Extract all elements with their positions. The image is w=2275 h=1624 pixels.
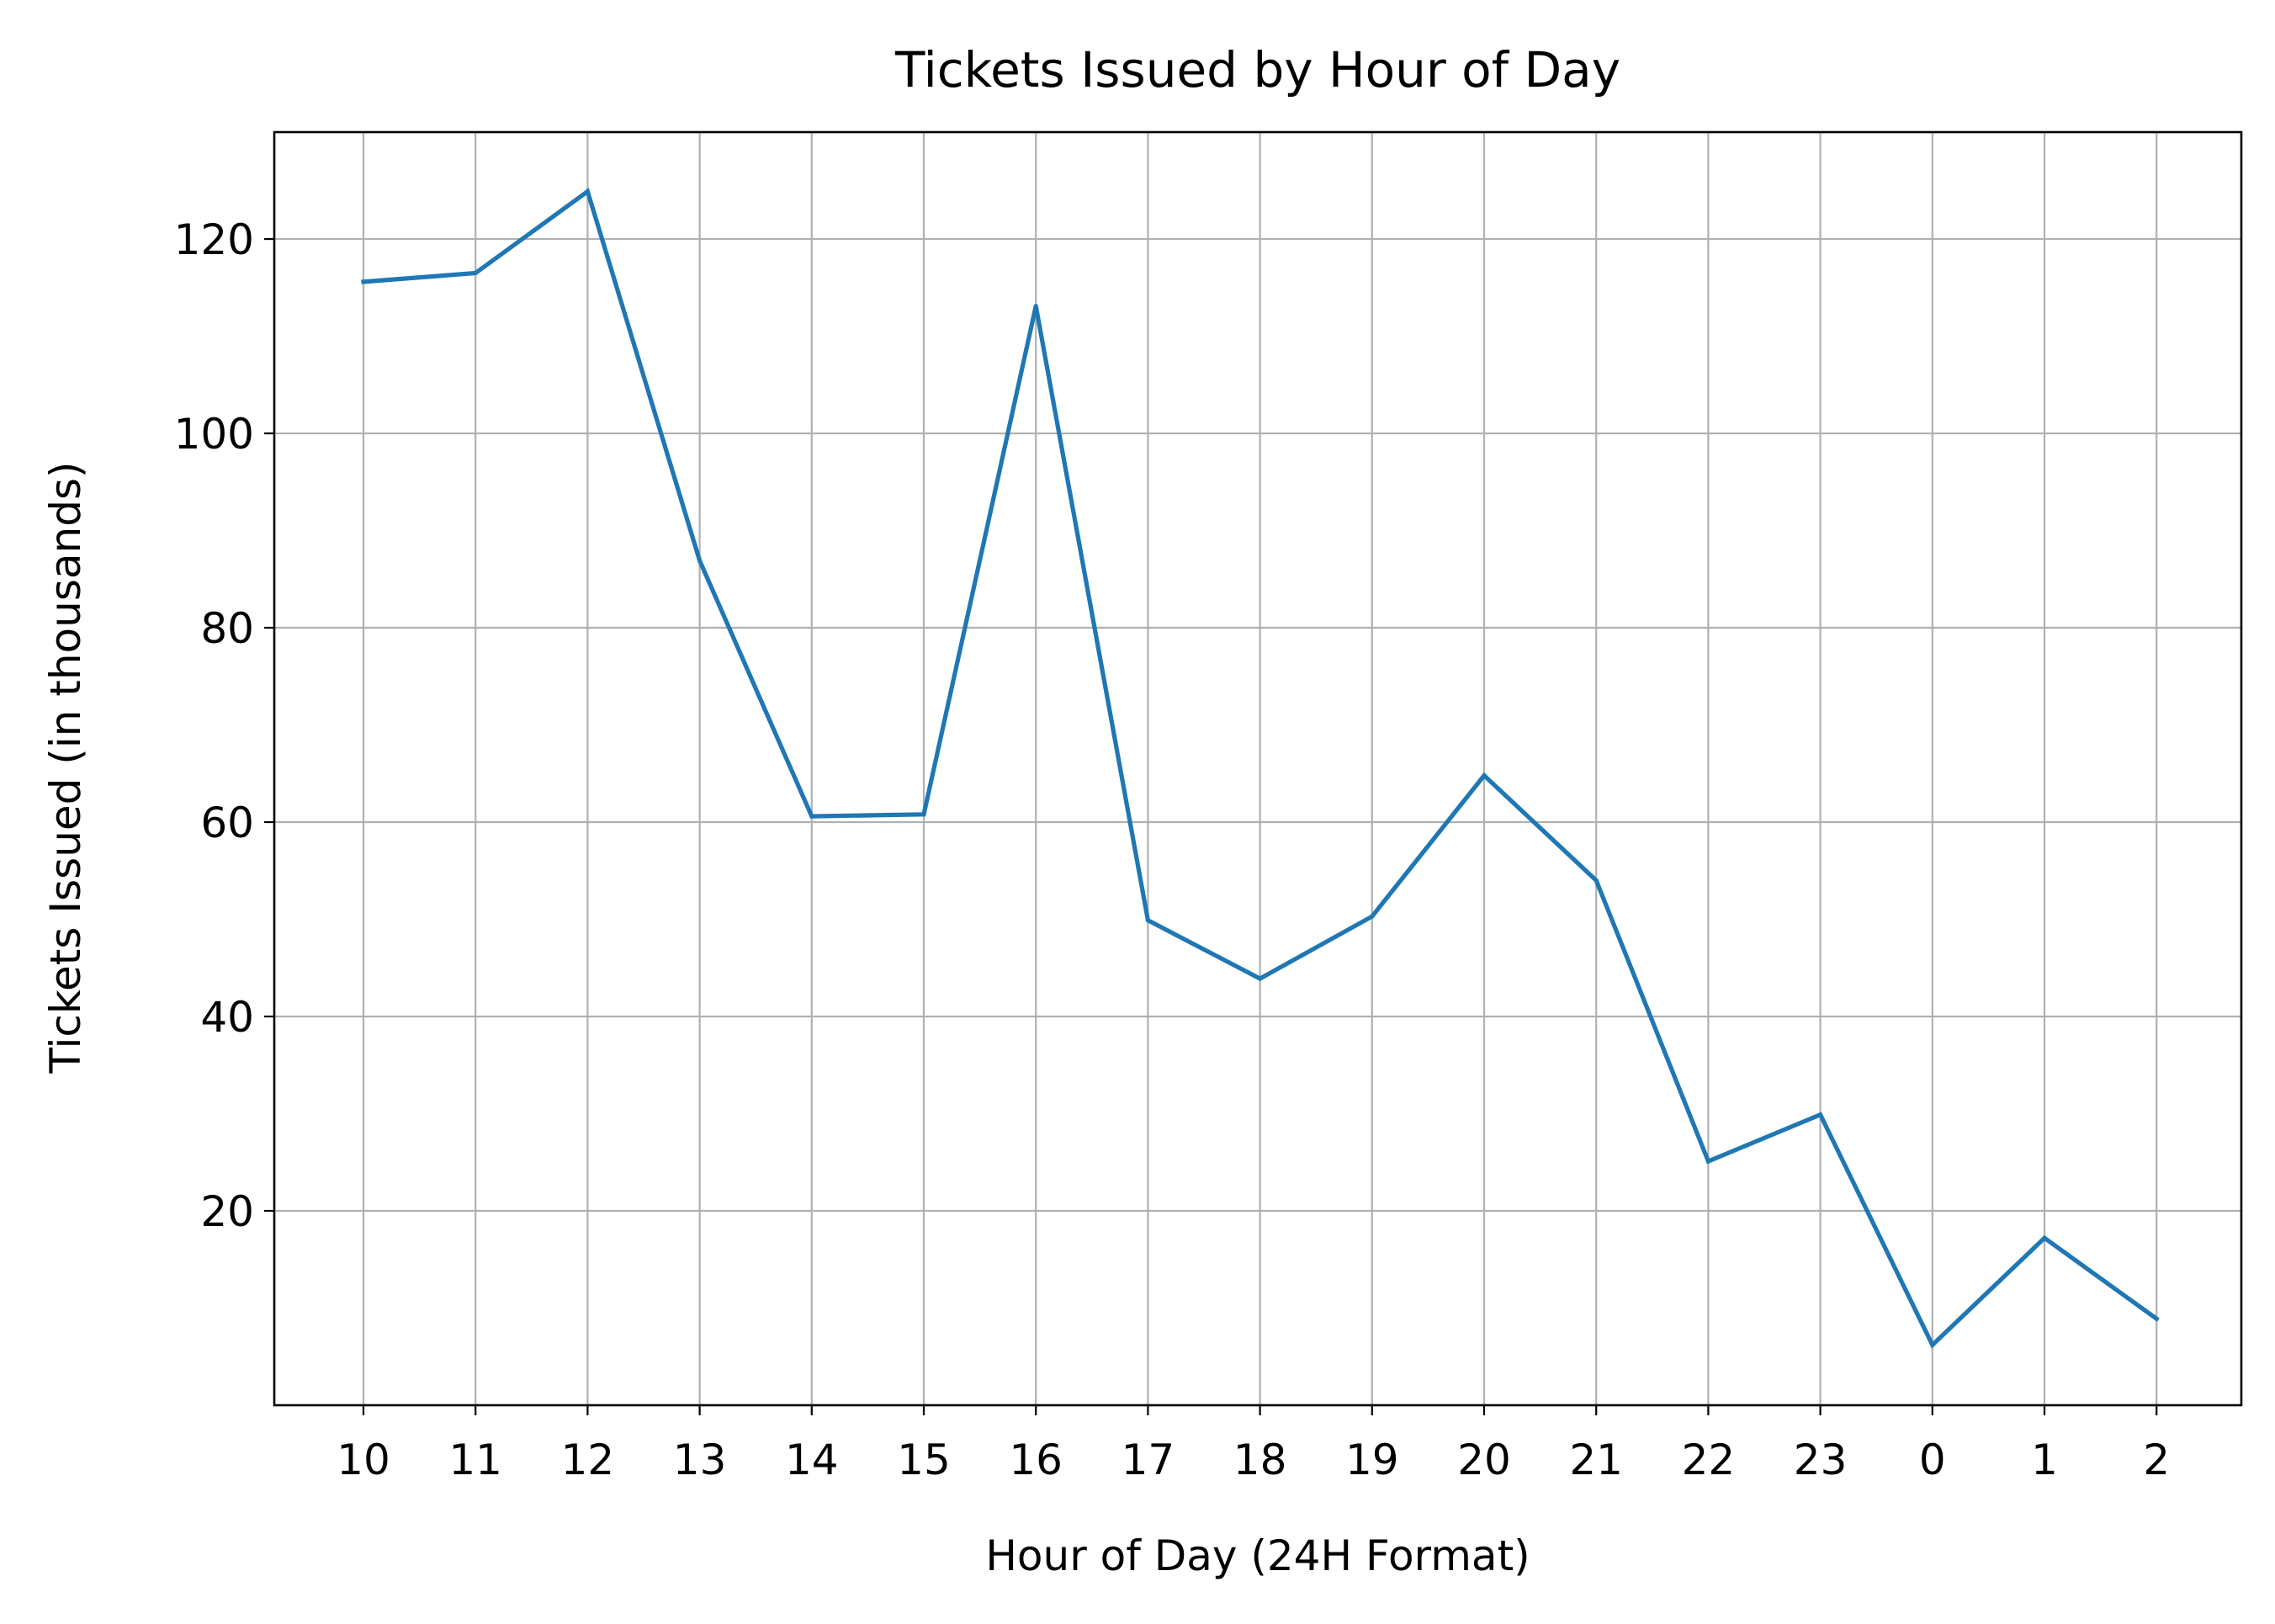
y-tick-label: 20 <box>200 1187 254 1236</box>
data-point <box>1370 914 1375 919</box>
data-point <box>1818 1112 1823 1117</box>
data-point <box>2042 1235 2047 1240</box>
x-tick-label: 14 <box>785 1436 839 1484</box>
y-axis-label: Tickets Issued (in thousands) <box>41 461 90 1074</box>
data-point <box>1594 878 1599 883</box>
data-point <box>585 188 591 194</box>
x-axis-label: Hour of Day (24H Format) <box>985 1531 1530 1580</box>
data-point <box>1930 1342 1935 1347</box>
series-layer <box>361 188 2160 1349</box>
data-point <box>809 814 814 819</box>
data-point <box>1482 772 1487 778</box>
x-tick-label: 17 <box>1122 1436 1175 1484</box>
data-point <box>1033 304 1038 309</box>
plot-frame <box>273 130 2243 1407</box>
x-tick-label: 22 <box>1682 1436 1736 1484</box>
x-tick-label: 1 <box>2031 1436 2058 1484</box>
x-tick-label: 12 <box>561 1436 615 1484</box>
y-tick-label: 100 <box>174 410 254 459</box>
x-tick-label: 16 <box>1009 1436 1063 1484</box>
x-tick-label: 19 <box>1345 1436 1399 1484</box>
data-point <box>921 812 926 817</box>
data-point <box>473 270 478 276</box>
x-tick-label: 11 <box>448 1436 502 1484</box>
data-point <box>1145 918 1150 923</box>
data-point <box>1705 1159 1710 1164</box>
data-point <box>697 558 703 563</box>
grid-lines <box>274 132 2241 1405</box>
data-point <box>2154 1316 2159 1321</box>
y-tick-label: 80 <box>200 604 254 653</box>
axis-ticks: 10 11 12 13 14 15 16 17 18 19 20 21 22 23 0 1 2204060801… <box>174 215 2171 1484</box>
y-tick-label: 120 <box>174 215 254 264</box>
x-tick-label: 2 <box>2143 1436 2170 1484</box>
y-tick-label: 40 <box>200 993 254 1042</box>
x-tick-label: 15 <box>897 1436 951 1484</box>
x-tick-label: 13 <box>673 1436 727 1484</box>
x-tick-label: 23 <box>1794 1436 1848 1484</box>
x-tick-label: 10 <box>337 1436 390 1484</box>
x-tick-label: 18 <box>1233 1436 1287 1484</box>
data-point <box>361 279 366 284</box>
y-tick-label: 60 <box>200 799 254 847</box>
x-tick-label: 20 <box>1457 1436 1511 1484</box>
x-tick-label: 0 <box>1919 1436 1946 1484</box>
x-tick-label: 21 <box>1569 1436 1623 1484</box>
chart-title: Tickets Issued by Hour of Day <box>894 41 1620 98</box>
data-point <box>1258 976 1263 981</box>
